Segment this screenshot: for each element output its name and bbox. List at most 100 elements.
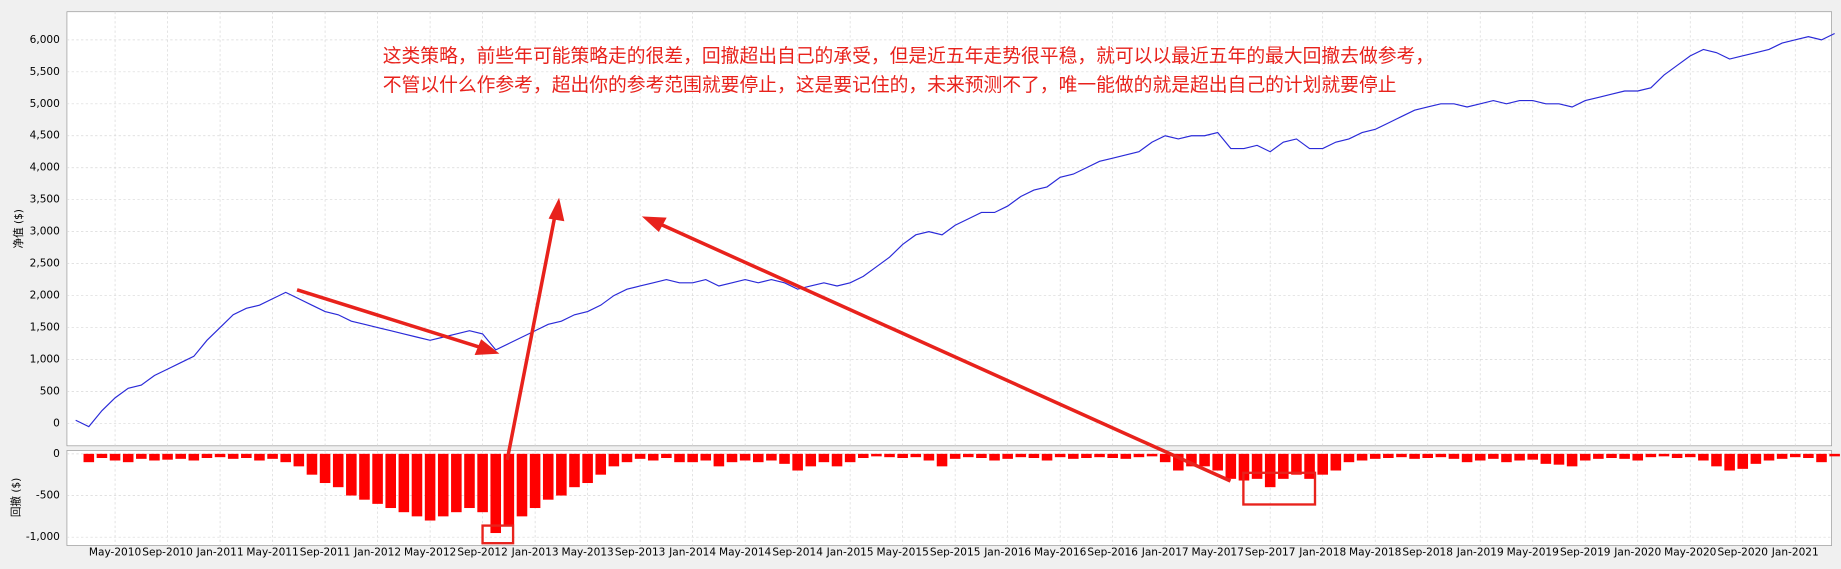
x-tick-label: Jan-2014 (668, 547, 716, 559)
drawdown-bar (1645, 453, 1657, 458)
x-tick-label: Sep-2020 (1717, 547, 1768, 559)
drawdown-bar (1028, 453, 1040, 459)
drawdown-bar (214, 453, 226, 458)
drawdown-bar (437, 453, 449, 517)
drawdown-bar (227, 453, 239, 459)
x-tick-label: Jan-2019 (1456, 547, 1504, 559)
y-tick-label: 4,500 (30, 130, 60, 142)
x-tick-label: Jan-2017 (1141, 547, 1189, 559)
drawdown-bar (1383, 453, 1394, 459)
x-tick-label: May-2020 (1664, 547, 1717, 559)
drawdown-bar (1159, 453, 1171, 463)
drawdown-bar (661, 453, 672, 459)
x-tick-label: May-2013 (561, 547, 613, 559)
y-tick-label: 500 (40, 385, 60, 397)
drawdown-bar (1435, 453, 1447, 458)
x-tick-label: Sep-2014 (772, 547, 823, 559)
drawdown-bar (1553, 453, 1565, 465)
drawdown-bar (424, 453, 436, 521)
drawdown-bar (188, 453, 200, 461)
drawdown-bar (1474, 453, 1486, 461)
drawdown-bar (1015, 453, 1027, 458)
drawdown-bar (1606, 453, 1617, 459)
x-tick-label: Jan-2021 (1771, 547, 1819, 559)
drawdown-bar (1698, 453, 1709, 461)
drawdown-bar (674, 453, 685, 463)
drawdown-bar (136, 453, 147, 459)
drawdown-bar (451, 453, 462, 513)
drawdown-bar (293, 453, 305, 467)
x-tick-label: May-2012 (404, 547, 456, 559)
y-axis-title: 回撤 ($) (9, 478, 22, 517)
drawdown-bar (989, 453, 1000, 461)
x-tick-label: Jan-2016 (983, 547, 1031, 559)
drawdown-bar (949, 453, 961, 459)
highlight-box (481, 524, 515, 545)
drawdown-bar (1619, 453, 1630, 459)
drawdown-bar (1068, 453, 1079, 459)
y-tick-label: 5,000 (30, 98, 60, 110)
drawdown-bar (503, 453, 515, 525)
arrow (505, 213, 558, 461)
drawdown-bar (1461, 453, 1473, 463)
drawdown-bar (976, 453, 987, 459)
drawdown-bar (477, 453, 488, 513)
y-tick-label: 3,000 (30, 226, 60, 238)
drawdown-bar (1317, 453, 1328, 475)
drawdown-bar (1251, 453, 1263, 479)
drawdown-bar (1803, 453, 1814, 459)
equity-line (75, 32, 1835, 428)
x-tick-label: May-2014 (719, 547, 772, 559)
x-tick-label: Sep-2015 (930, 547, 981, 559)
drawdown-bar (267, 453, 278, 459)
drawdown-bar (739, 453, 751, 461)
drawdown-bar (1173, 453, 1184, 471)
drawdown-bar (96, 453, 108, 459)
x-tick-label: May-2017 (1192, 547, 1244, 559)
drawdown-bar (647, 453, 659, 461)
drawdown-bar (687, 453, 698, 463)
drawdown-bar (634, 453, 646, 459)
drawdown-bar (1448, 453, 1460, 459)
drawdown-bar (1724, 453, 1735, 471)
drawdown-bar (1002, 453, 1013, 459)
drawdown-bar (1291, 453, 1302, 475)
drawdown-bar (529, 453, 541, 509)
drawdown-bar (516, 453, 528, 517)
drawdown-bar (792, 453, 803, 471)
drawdown-bar (582, 453, 593, 484)
x-tick-label: May-2010 (89, 547, 142, 559)
drawdown-bar (1684, 453, 1696, 458)
x-tick-label: Jan-2020 (1613, 547, 1661, 559)
x-tick-label: Sep-2019 (1560, 547, 1611, 559)
y-tick-label: 2,500 (30, 258, 60, 270)
drawdown-bar (319, 453, 331, 484)
drawdown-bar (1593, 453, 1604, 459)
x-tick-label: Sep-2016 (1087, 547, 1138, 559)
drawdown-bar (1133, 453, 1145, 458)
drawdown-bar (398, 453, 410, 513)
arrow (296, 288, 488, 352)
drawdown-bar (254, 453, 265, 461)
arrow-head (641, 216, 667, 233)
drawdown-bar (1212, 453, 1223, 471)
x-tick-label: Jan-2011 (196, 547, 244, 559)
drawdown-bar (1501, 453, 1512, 463)
y-tick-label: 5,500 (30, 66, 60, 78)
drawdown-bar (332, 453, 344, 488)
x-tick-label: Sep-2010 (142, 547, 193, 559)
drawdown-bar (752, 453, 764, 463)
arrows (296, 197, 1232, 483)
drawdown-bar (1671, 453, 1683, 459)
drawdown-bar (1120, 453, 1132, 459)
drawdown-bar (1488, 453, 1499, 459)
y-tick-label: 0 (53, 417, 60, 429)
x-tick-label: Jan-2013 (511, 547, 559, 559)
drawdown-bar (1816, 453, 1827, 463)
annotation: 不管以什么作参考，超出你的参考范围就要停止，这是要记住的，未来预测不了，唯一能做… (383, 74, 1397, 96)
drawdown-bar (844, 453, 856, 463)
drawdown-bar (1789, 453, 1801, 458)
drawdown-bar (1763, 453, 1775, 461)
y-tick-label: 1,000 (30, 354, 60, 366)
drawdown-bar (1081, 453, 1092, 459)
